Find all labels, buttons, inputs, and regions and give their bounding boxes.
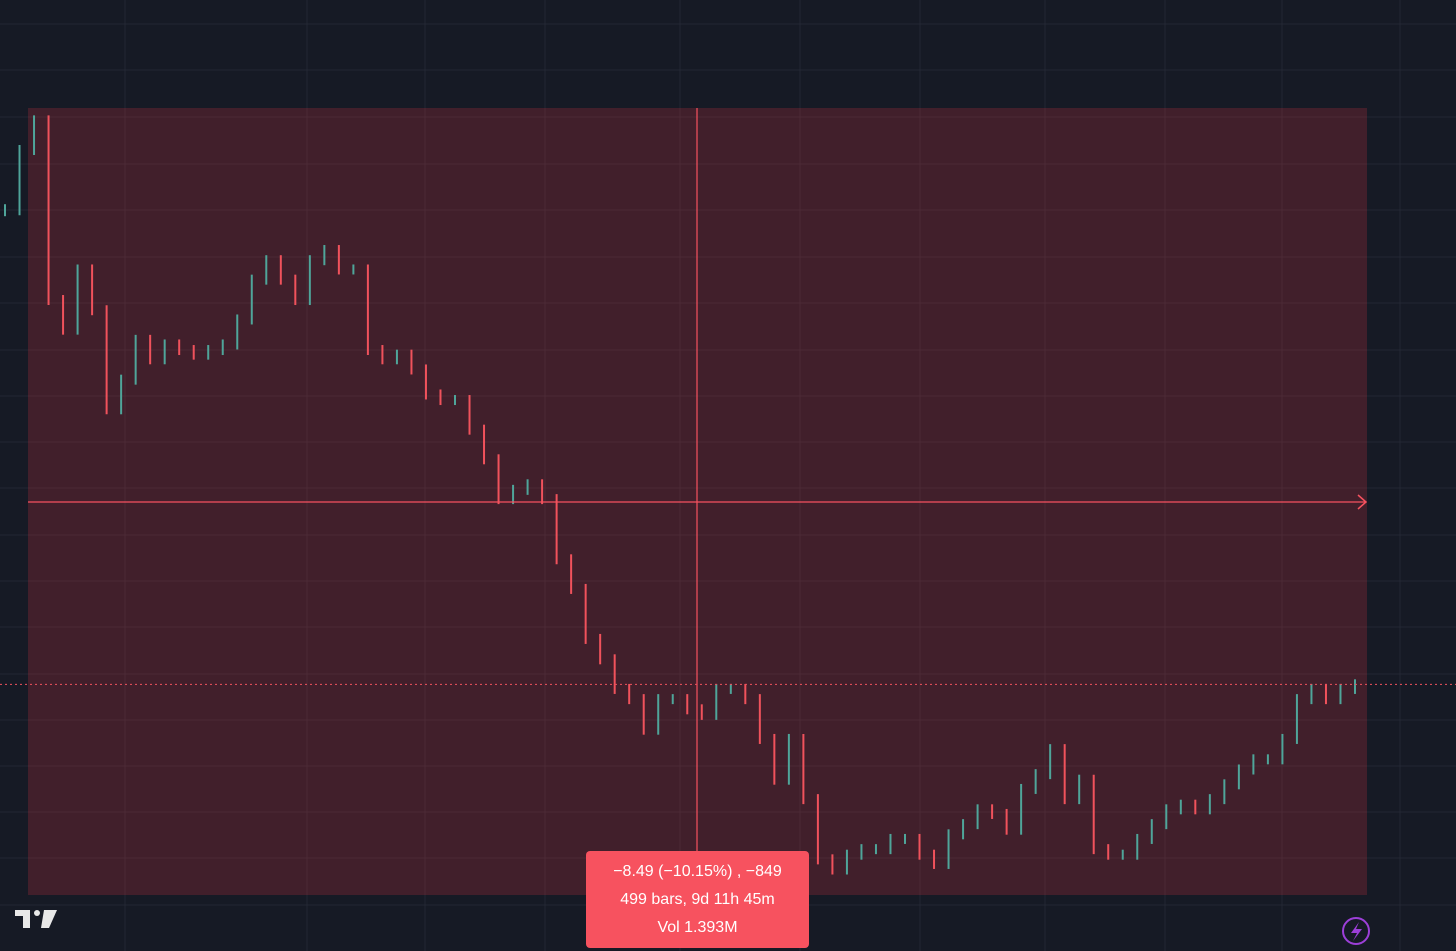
candles [4, 115, 1356, 875]
measure-label: −8.49 (−10.15%) , −849 499 bars, 9d 11h … [586, 851, 809, 948]
logo [15, 910, 57, 928]
measure-arrow [1357, 494, 1368, 510]
measure-bars: 499 bars, 9d 11h 45m [620, 891, 775, 908]
measure-change: −8.49 (−10.15%) , −849 [613, 863, 782, 880]
lightning-button[interactable] [1342, 917, 1370, 945]
measure-volume: Vol 1.393M [657, 919, 738, 936]
